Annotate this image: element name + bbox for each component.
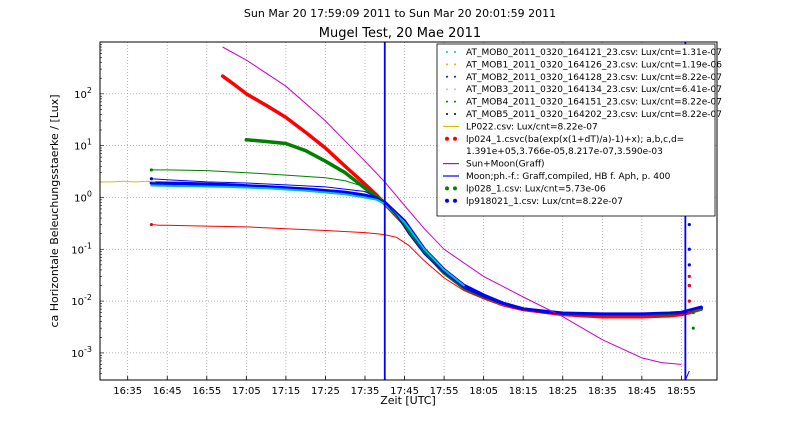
legend-marker (454, 88, 456, 91)
y-tick-exponent: -3 (84, 345, 92, 354)
legend-marker (446, 113, 448, 115)
legend: AT_MOB0_2011_0320_164121_23.csv: Lux/cnt… (436, 43, 722, 217)
x-tick-label: 16:45 (153, 386, 182, 397)
y-axis-label: ca Horizontale Beleuchungsstaerke / [Lux… (48, 94, 61, 327)
legend-label: AT_MOB1_2011_0320_164126_23.csv: Lux/cnt… (466, 60, 722, 70)
y-tick-mantissa: 10 (74, 193, 87, 204)
y-tick-exponent: 1 (87, 138, 92, 147)
x-tick-label: 17:35 (351, 386, 380, 397)
y-tick-label: 102 (74, 86, 92, 101)
legend-box (436, 43, 716, 217)
legend-marker (446, 75, 448, 78)
legend-marker (446, 63, 448, 66)
legend-marker (446, 51, 448, 53)
legend-marker (453, 186, 457, 191)
legend-label: lp024_1.csvc(ba(exp(x(1+dT)/a)-1)+x); a,… (466, 135, 684, 145)
spike-point (687, 247, 691, 251)
series-line (151, 178, 702, 315)
spike-point (687, 263, 691, 267)
legend-marker (445, 136, 449, 141)
x-tick-label: 18:05 (469, 386, 498, 397)
y-tick-mantissa: 10 (71, 349, 84, 360)
series-line (100, 180, 156, 183)
legend-marker (453, 198, 457, 203)
x-axis-label: Zeit [UTC] (380, 394, 436, 407)
y-tick-label: 10-3 (71, 345, 92, 360)
series-line (222, 46, 682, 365)
legend-marker (453, 136, 457, 141)
y-tick-exponent: -2 (84, 293, 92, 302)
legend-label: 1.391e+05,3.766e-05,8.217e-07,3.590e-03 (466, 147, 663, 157)
spike-point (687, 299, 691, 303)
x-tick-label: 18:35 (588, 386, 617, 397)
legend-marker (454, 51, 456, 53)
x-tick-label: 17:25 (311, 386, 340, 397)
spike-point (687, 274, 691, 278)
legend-label: AT_MOB3_2011_0320_164134_23.csv: Lux/cnt… (466, 85, 722, 95)
x-tick-label: 18:45 (627, 386, 656, 397)
series-point (149, 168, 154, 172)
legend-label: LP022.csv: Lux/cnt=8.22e-07 (466, 122, 598, 132)
plot-data (100, 42, 703, 381)
x-tick-label: 17:15 (271, 386, 300, 397)
x-tick-label: 17:45 (390, 386, 419, 397)
spike-point (691, 310, 695, 315)
legend-label: AT_MOB4_2011_0320_164151_23.csv: Lux/cnt… (466, 98, 722, 108)
legend-marker (445, 186, 449, 191)
legend-label: lp918021_1.csv: Lux/cnt=8.22e-07 (466, 197, 623, 207)
legend-label: AT_MOB5_2011_0320_164202_23.csv: Lux/cnt… (466, 110, 722, 120)
y-tick-mantissa: 10 (74, 142, 87, 153)
x-tick-label: 17:55 (430, 386, 459, 397)
y-tick-exponent: 2 (87, 86, 92, 95)
y-tick-label: 101 (74, 138, 92, 153)
legend-marker (446, 88, 448, 91)
y-tick-exponent: 0 (87, 189, 92, 198)
spike-point (687, 310, 691, 315)
legend-marker (454, 113, 456, 115)
series-line (151, 224, 702, 318)
series-point (149, 177, 154, 181)
legend-marker (454, 100, 456, 103)
legend-label: Sun+Moon(Graff) (466, 160, 545, 170)
legend-label: AT_MOB0_2011_0320_164121_23.csv: Lux/cnt… (466, 48, 722, 58)
x-tick-label: 18:15 (509, 386, 538, 397)
y-tick-mantissa: 10 (74, 90, 87, 101)
y-tick-label: 10-1 (71, 241, 92, 256)
x-tick-label: 17:05 (232, 386, 261, 397)
y-tick-exponent: -1 (84, 241, 92, 250)
y-tick-label: 100 (74, 189, 92, 204)
legend-label: AT_MOB2_2011_0320_164128_23.csv: Lux/cnt… (466, 73, 722, 83)
spike-point (691, 326, 695, 330)
x-tick-label: 16:55 (192, 386, 221, 397)
plot-frame (99, 41, 718, 381)
series-point (149, 222, 154, 227)
chart-title: Mugel Test, 20 Mae 2011 (319, 26, 481, 41)
legend-marker (446, 100, 448, 103)
spike-point (687, 222, 691, 227)
y-tick-mantissa: 10 (71, 297, 84, 308)
x-tick-label: 18:55 (667, 386, 696, 397)
y-tick-mantissa: 10 (71, 245, 84, 256)
x-tick-label: 18:25 (548, 386, 577, 397)
x-tick-label: 16:35 (113, 386, 142, 397)
spike-point (687, 283, 691, 288)
y-tick-label: 10-2 (71, 293, 92, 308)
legend-marker (454, 63, 456, 66)
legend-marker (445, 198, 449, 203)
legend-label: lp028_1.csv: Lux/cnt=5.73e-06 (466, 184, 606, 194)
data-trace (150, 184, 465, 287)
chart-suptitle: Sun Mar 20 17:59:09 2011 to Sun Mar 20 2… (244, 7, 556, 20)
legend-marker (454, 75, 456, 78)
legend-label: Moon;ph.-f.: Graff,compiled, HB f. Aph, … (466, 172, 671, 182)
x-axis: 16:35 16:45 16:55 17:05 17:15 17:25 17:35 17:45… (113, 376, 696, 397)
